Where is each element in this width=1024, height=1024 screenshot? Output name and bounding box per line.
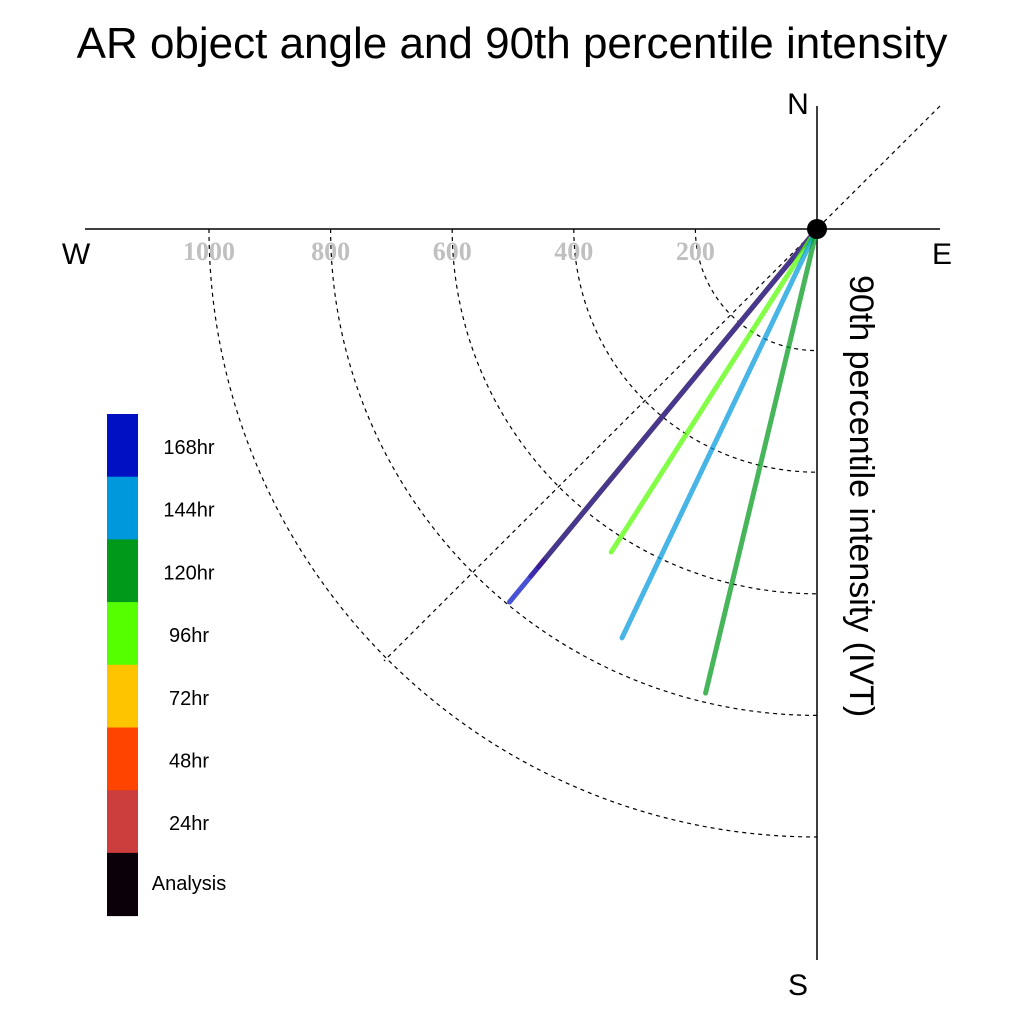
legend-swatch-72hr <box>107 664 138 728</box>
origin-marker <box>807 219 827 239</box>
ring-label-600: 600 <box>433 237 472 266</box>
legend-swatch-analysis <box>107 852 138 917</box>
ring-label-400: 400 <box>554 237 593 266</box>
legend-swatch-120hr <box>107 539 138 603</box>
ring-label-1000: 1000 <box>183 237 235 266</box>
legend-swatch-48hr <box>107 727 138 791</box>
legend-label-24hr: 24hr <box>169 813 209 835</box>
y-axis-label: 90th percentile intensity (IVT) <box>842 275 880 717</box>
legend-label-72hr: 72hr <box>169 688 209 710</box>
legend-label-120hr: 120hr <box>163 562 214 584</box>
legend-label-144hr: 144hr <box>163 500 214 522</box>
legend-label-48hr: 48hr <box>169 751 209 773</box>
ring-labels: 200 400 600 800 1000 <box>183 237 715 266</box>
legend-swatch-96hr <box>107 602 138 666</box>
legend-label-168hr: 168hr <box>163 437 214 459</box>
series-line-96hr <box>608 226 820 555</box>
legend-swatch-24hr <box>107 790 138 854</box>
series-line-120hr <box>703 226 820 696</box>
ring-1000 <box>208 228 818 838</box>
legend-swatch-144hr <box>107 476 138 540</box>
ring-200 <box>694 228 818 352</box>
ring-label-200: 200 <box>676 237 715 266</box>
ring-800 <box>330 228 818 716</box>
legend-label-analysis: Analysis <box>152 873 226 895</box>
compass-north: N <box>787 88 809 121</box>
legend-swatch-168hr <box>107 414 138 478</box>
legend-label-96hr: 96hr <box>169 625 209 647</box>
series-line-168hr <box>507 226 820 605</box>
intensity-rings <box>208 228 818 838</box>
ring-label-800: 800 <box>311 237 350 266</box>
compass-west: W <box>62 238 91 271</box>
series-lines <box>507 226 820 696</box>
compass-south: S <box>788 969 808 1002</box>
legend: 168hr 144hr 120hr 96hr 72hr 48hr 24hr Analysis <box>107 414 226 917</box>
diagonal-reference-line <box>383 105 941 662</box>
series-line-144hr <box>619 226 820 641</box>
compass-east: E <box>932 238 952 271</box>
chart-title: AR object angle and 90th percentile inte… <box>77 19 948 68</box>
